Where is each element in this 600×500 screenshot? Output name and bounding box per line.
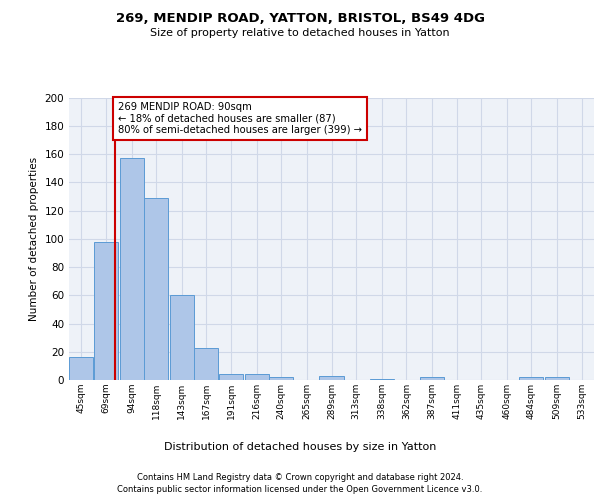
Bar <box>269 377 293 380</box>
Bar <box>194 348 218 380</box>
Text: 269 MENDIP ROAD: 90sqm
← 18% of detached houses are smaller (87)
80% of semi-det: 269 MENDIP ROAD: 90sqm ← 18% of detached… <box>118 102 362 135</box>
Y-axis label: Number of detached properties: Number of detached properties <box>29 156 39 321</box>
Bar <box>69 358 94 380</box>
Bar <box>119 158 143 380</box>
Bar <box>545 377 569 380</box>
Text: 269, MENDIP ROAD, YATTON, BRISTOL, BS49 4DG: 269, MENDIP ROAD, YATTON, BRISTOL, BS49 … <box>115 12 485 26</box>
Text: Contains HM Land Registry data © Crown copyright and database right 2024.: Contains HM Land Registry data © Crown c… <box>137 472 463 482</box>
Bar <box>245 374 269 380</box>
Bar <box>370 378 394 380</box>
Bar <box>144 198 168 380</box>
Text: Distribution of detached houses by size in Yatton: Distribution of detached houses by size … <box>164 442 436 452</box>
Bar <box>94 242 118 380</box>
Text: Size of property relative to detached houses in Yatton: Size of property relative to detached ho… <box>150 28 450 38</box>
Bar <box>420 377 444 380</box>
Text: Contains public sector information licensed under the Open Government Licence v3: Contains public sector information licen… <box>118 485 482 494</box>
Bar <box>219 374 243 380</box>
Bar <box>319 376 344 380</box>
Bar <box>520 377 544 380</box>
Bar <box>170 295 194 380</box>
